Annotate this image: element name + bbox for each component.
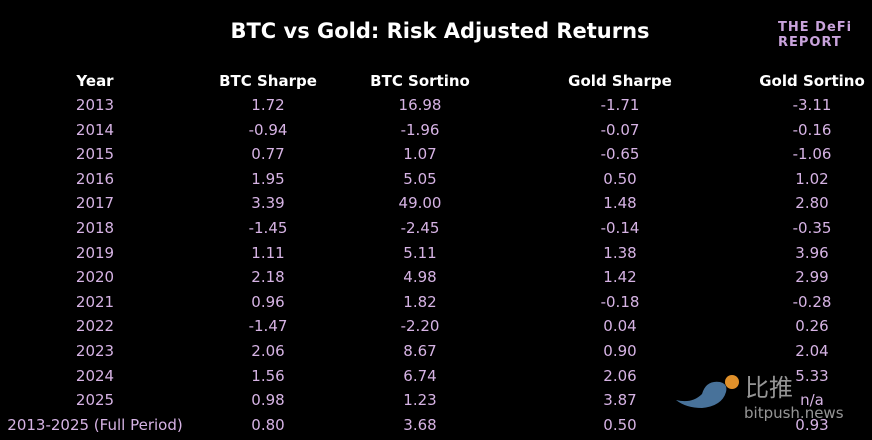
table-cell: -2.20 — [400, 317, 440, 336]
table-cell: 2013-2025 (Full Period) — [7, 415, 183, 434]
table-cell: -1.45 — [248, 219, 288, 237]
table-cell: 6.74 — [403, 366, 437, 385]
table-cell: 1.56 — [251, 366, 285, 385]
table-cell: 0.93 — [795, 415, 829, 434]
logo: REPORT — [778, 35, 842, 50]
table-cell: -0.18 — [600, 292, 640, 311]
table-cell: -3.11 — [792, 96, 832, 114]
table-cell: 1.48 — [603, 194, 637, 213]
table-cell: 2018 — [75, 219, 115, 237]
table-cell: 2.80 — [795, 194, 829, 213]
table-cell: -0.28 — [792, 292, 832, 311]
table-cell: 0.98 — [251, 391, 285, 410]
table-cell: 3.68 — [403, 415, 437, 434]
table-cell: 0.26 — [795, 317, 829, 336]
table-cell: -0.14 — [600, 219, 640, 237]
table-cell: -0.16 — [792, 120, 832, 139]
table-cell: 0.77 — [251, 145, 285, 164]
table-cell: -1.71 — [600, 96, 640, 114]
column-header: BTC Sharpe — [219, 72, 317, 90]
table-cell: 5.05 — [403, 169, 437, 188]
table-cell: 2020 — [75, 268, 115, 287]
table-cell: -0.94 — [248, 120, 288, 139]
watermark-brand: 比推 — [745, 374, 793, 402]
column-header: Year — [76, 72, 114, 90]
table-cell: 1.38 — [603, 243, 637, 262]
table-cell: -1.96 — [400, 120, 440, 139]
title: BTC vs Gold: Risk Adjusted Returns — [230, 19, 650, 43]
table-cell: 1.02 — [795, 169, 829, 188]
table-cell: 1.95 — [251, 169, 285, 188]
table-cell: 1.23 — [403, 391, 437, 410]
table-cell: 2013 — [75, 96, 115, 114]
table-cell: 3.39 — [251, 194, 285, 213]
table-cell: -2.45 — [400, 219, 440, 237]
table-cell: 0.50 — [603, 169, 637, 188]
table-cell: 3.96 — [795, 243, 829, 262]
table-cell: 2.06 — [251, 342, 285, 360]
table-cell: 2.99 — [795, 268, 829, 287]
table-cell: 5.11 — [403, 243, 437, 262]
table-cell: 2022 — [75, 317, 115, 336]
table-cell: 5.33 — [795, 366, 829, 385]
table-cell: 2016 — [75, 169, 115, 188]
table-cell: 2.06 — [603, 366, 637, 385]
table-cell: -0.65 — [600, 145, 640, 164]
table-cell: 1.07 — [403, 145, 437, 164]
table-cell: -0.35 — [792, 219, 832, 237]
table-cell: 2015 — [75, 145, 115, 164]
table-cell: 2014 — [75, 120, 115, 139]
table-cell: 2025 — [75, 391, 115, 410]
table-cell: -0.07 — [600, 120, 640, 139]
table-cell: 1.11 — [251, 243, 285, 262]
logo: THE DeFi — [778, 20, 853, 35]
table-cell: 1.72 — [251, 96, 285, 114]
table-cell: 1.82 — [403, 292, 437, 311]
table-cell: 2023 — [75, 342, 115, 360]
table-cell: 0.96 — [251, 292, 285, 311]
table-cell: n/a — [800, 391, 824, 410]
column-header: BTC Sortino — [370, 72, 470, 90]
table-cell: 1.42 — [603, 268, 637, 287]
table-cell: 2024 — [75, 366, 115, 385]
watermark-site: bitpush.news — [744, 404, 844, 422]
column-header: Gold Sortino — [759, 72, 865, 90]
table-cell: 0.04 — [603, 317, 637, 336]
table-cell: -1.06 — [792, 145, 832, 164]
table-cell: 2.04 — [795, 342, 829, 360]
table-cell: 2019 — [75, 243, 115, 262]
table-cell: 2017 — [75, 194, 115, 213]
table-cell: 0.50 — [603, 415, 637, 434]
table-cell: -1.47 — [248, 317, 288, 336]
table-cell: 8.67 — [403, 342, 437, 360]
table-cell: 4.98 — [403, 268, 437, 287]
column-header: Gold Sharpe — [568, 72, 672, 90]
table-cell: 2021 — [75, 292, 115, 311]
table-cell: 16.98 — [398, 96, 442, 114]
table-cell: 3.87 — [603, 391, 637, 410]
watermark-bird — [676, 375, 739, 408]
table-cell: 2.18 — [251, 268, 285, 287]
table-cell: 0.80 — [251, 415, 285, 434]
table-cell: 0.90 — [603, 342, 637, 360]
table-cell: 49.00 — [398, 194, 442, 213]
